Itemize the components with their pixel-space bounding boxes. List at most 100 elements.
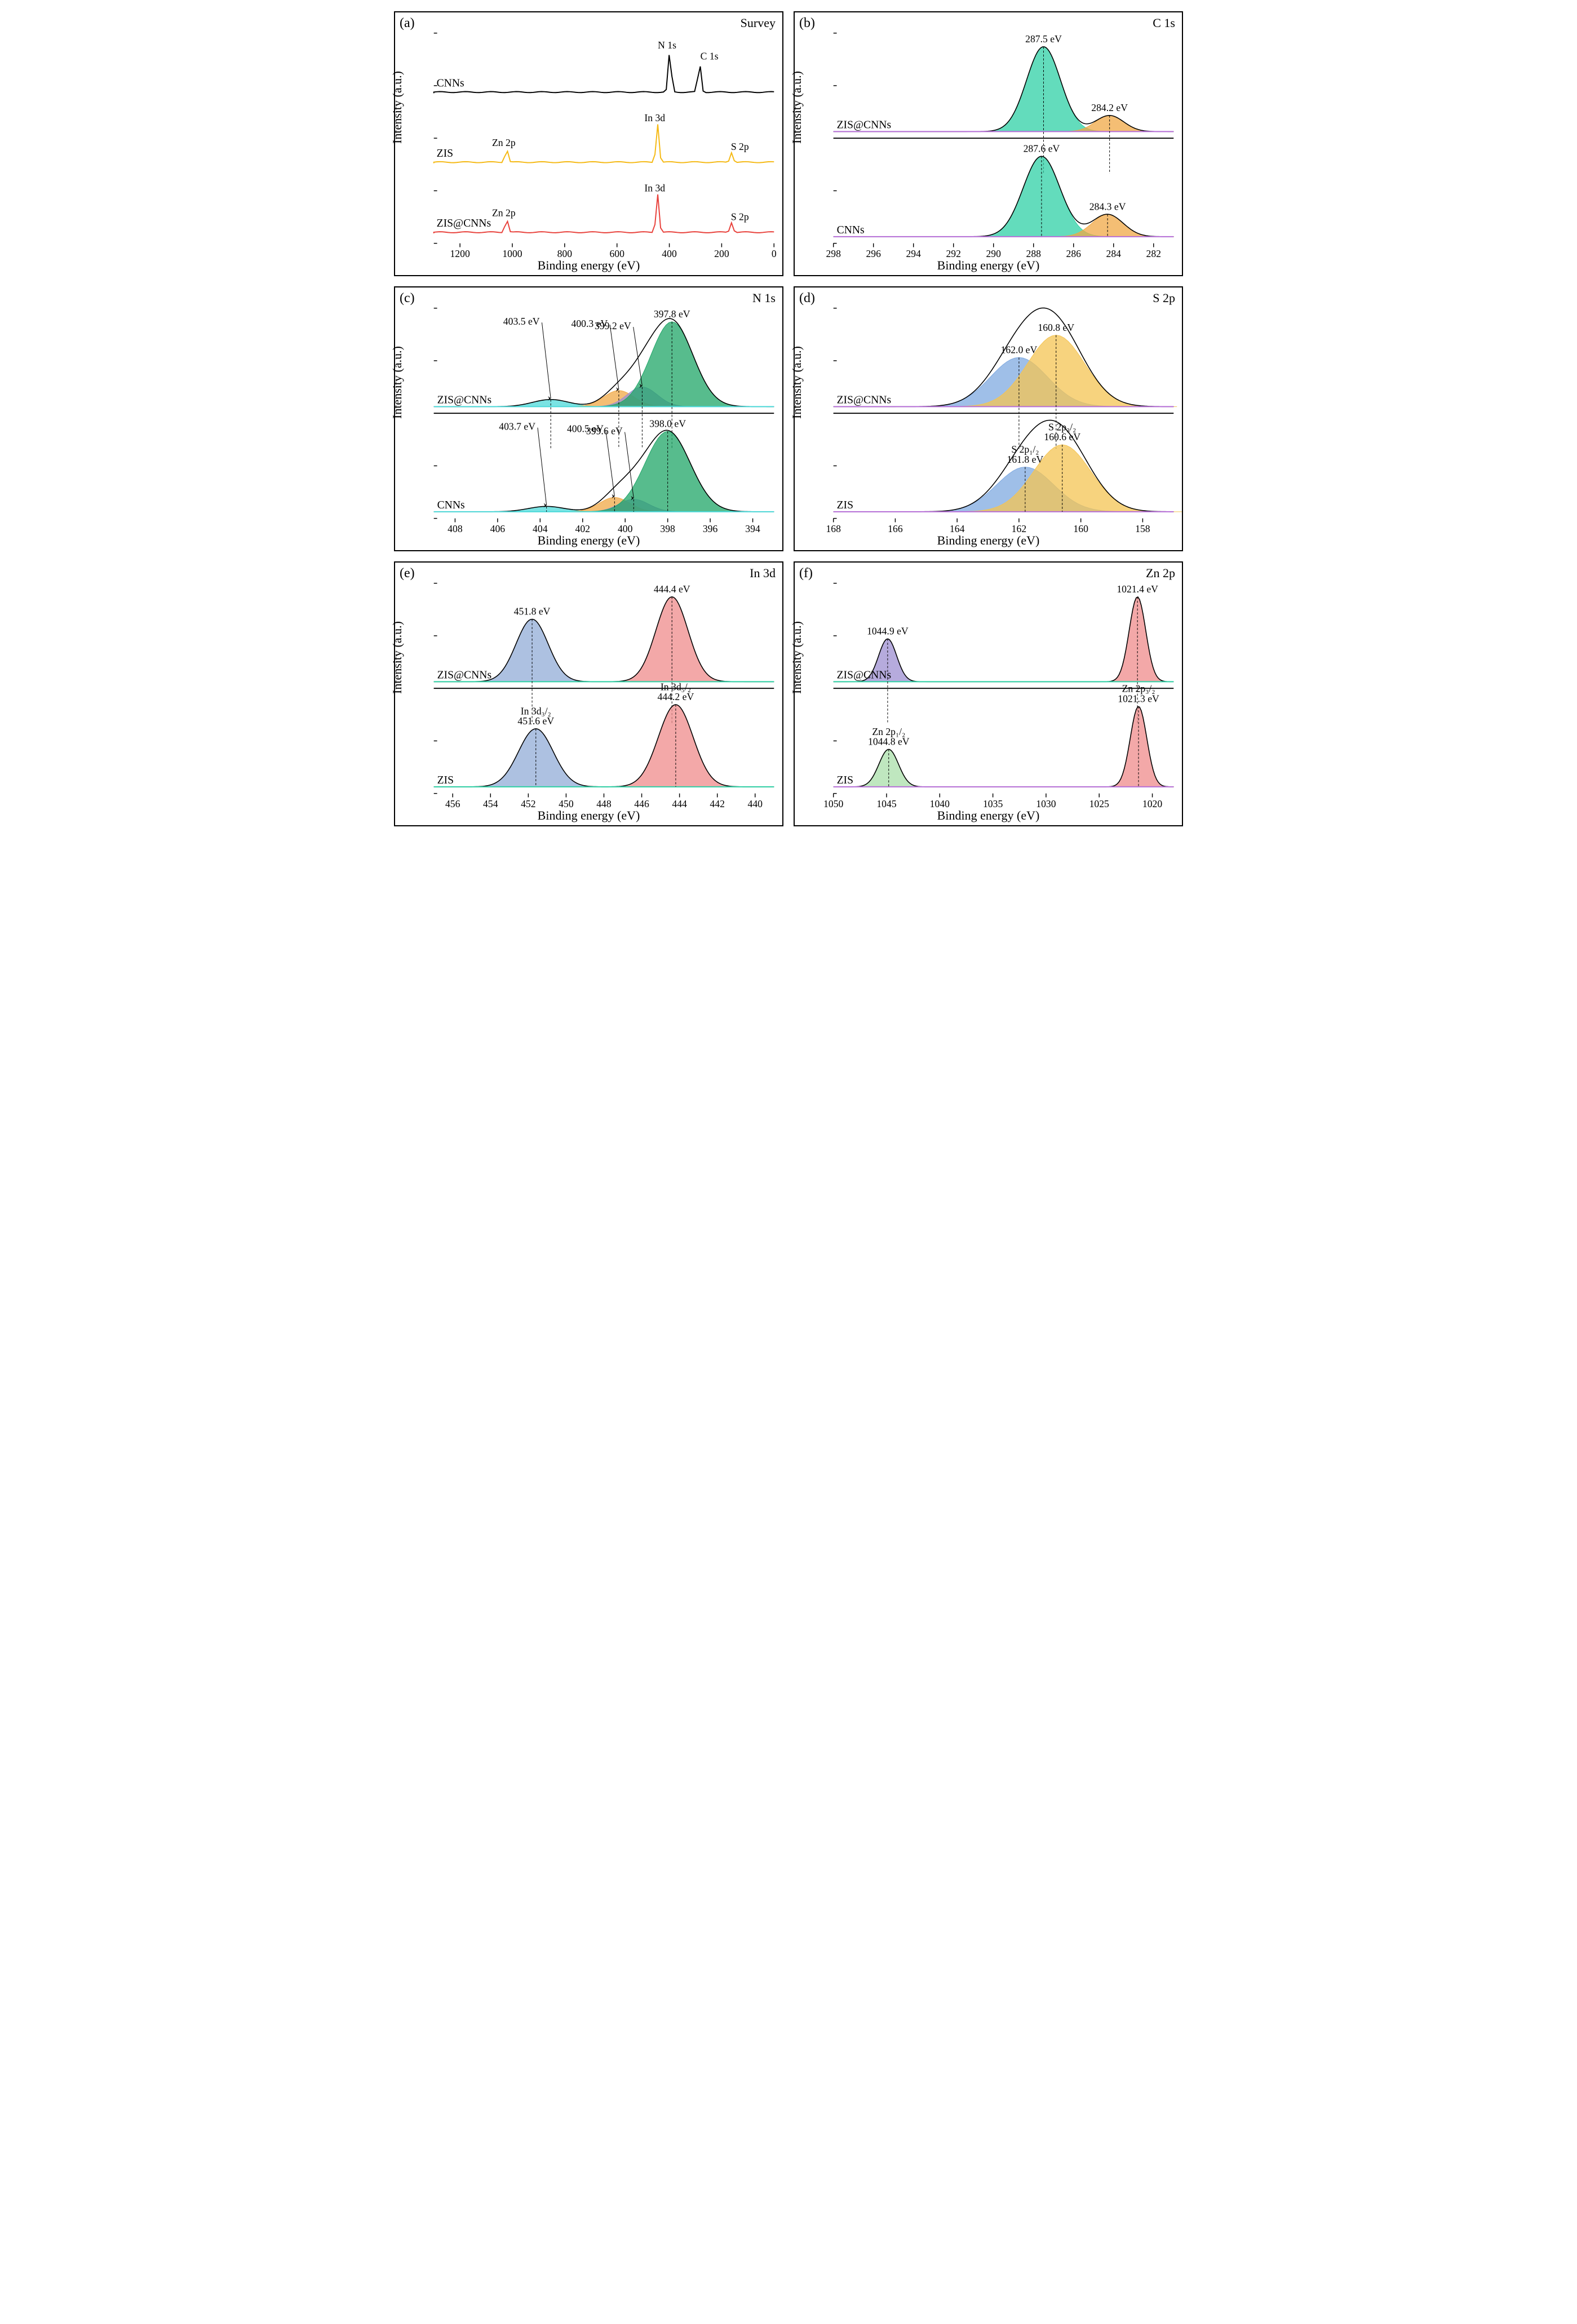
svg-text:452: 452	[521, 798, 535, 809]
svg-text:399.6 eV: 399.6 eV	[586, 425, 623, 436]
in3d-plot-svg: 456454452450448446444442440ZIS@CNNs451.8…	[395, 563, 782, 825]
svg-text:ZIS: ZIS	[837, 774, 853, 786]
svg-text:160: 160	[1073, 523, 1088, 534]
panel-title: C 1s	[1153, 16, 1175, 30]
svg-text:456: 456	[445, 798, 460, 809]
svg-text:ZIS@CNNs: ZIS@CNNs	[437, 670, 492, 681]
xps-figure-grid: (a) Survey Intensity (a.u.) Binding ener…	[394, 11, 1183, 826]
panel-title: N 1s	[752, 291, 776, 306]
svg-text:282: 282	[1146, 248, 1161, 259]
y-axis-label: Intensity (a.u.)	[790, 71, 804, 144]
svg-text:287.5 eV: 287.5 eV	[1025, 33, 1062, 45]
svg-text:200: 200	[714, 248, 729, 259]
svg-text:ZIS@CNNs: ZIS@CNNs	[437, 218, 491, 229]
svg-text:CNNs: CNNs	[437, 499, 465, 511]
svg-text:Zn 2p: Zn 2p	[492, 137, 516, 148]
x-axis-label: Binding energy (eV)	[538, 533, 640, 548]
svg-text:1044.8 eV: 1044.8 eV	[868, 736, 910, 747]
svg-text:286: 286	[1066, 248, 1082, 259]
svg-text:1000: 1000	[502, 248, 522, 259]
svg-text:403.7 eV: 403.7 eV	[499, 421, 535, 432]
panel-tag: (d)	[799, 291, 815, 306]
svg-text:N 1s: N 1s	[658, 39, 676, 51]
svg-text:451.8 eV: 451.8 eV	[514, 606, 551, 617]
svg-text:444: 444	[672, 798, 687, 809]
svg-text:161.8 eV: 161.8 eV	[1007, 454, 1044, 465]
panel-e-in3d: (e) In 3d Intensity (a.u.) Binding energ…	[394, 561, 783, 826]
svg-text:399.2 eV: 399.2 eV	[595, 320, 631, 331]
svg-text:Zn 2p: Zn 2p	[492, 207, 516, 219]
svg-text:C 1s: C 1s	[701, 50, 719, 61]
x-axis-label: Binding energy (eV)	[937, 808, 1040, 823]
y-axis-label: Intensity (a.u.)	[790, 346, 804, 419]
x-axis-label: Binding energy (eV)	[538, 808, 640, 823]
svg-text:1025: 1025	[1089, 798, 1109, 809]
svg-text:1021.3 eV: 1021.3 eV	[1118, 693, 1159, 704]
svg-text:166: 166	[888, 523, 903, 534]
svg-text:287.6 eV: 287.6 eV	[1024, 143, 1060, 154]
svg-text:400: 400	[662, 248, 677, 259]
panel-title: Survey	[741, 16, 776, 30]
svg-text:0: 0	[772, 248, 777, 259]
svg-text:1200: 1200	[450, 248, 469, 259]
survey-plot-svg: 120010008006004002000CNNsN 1sC 1sZISIn 3…	[395, 12, 782, 275]
svg-text:398: 398	[660, 523, 675, 534]
panel-a-survey: (a) Survey Intensity (a.u.) Binding ener…	[394, 11, 783, 276]
svg-text:1050: 1050	[823, 798, 843, 809]
panel-f-zn2p: (f) Zn 2p Intensity (a.u.) Binding energ…	[794, 561, 1183, 826]
svg-text:162.0 eV: 162.0 eV	[1001, 344, 1038, 355]
svg-text:440: 440	[748, 798, 763, 809]
svg-text:296: 296	[866, 248, 881, 259]
svg-text:ZIS: ZIS	[837, 499, 853, 511]
panel-tag: (f)	[799, 566, 813, 581]
svg-text:396: 396	[703, 523, 718, 534]
svg-text:ZIS@CNNs: ZIS@CNNs	[837, 395, 892, 406]
svg-text:403.5 eV: 403.5 eV	[503, 316, 540, 327]
svg-text:In 3d: In 3d	[644, 182, 665, 193]
panel-tag: (b)	[799, 16, 815, 31]
y-axis-label: Intensity (a.u.)	[390, 621, 405, 694]
panel-tag: (c)	[400, 291, 415, 306]
svg-text:ZIS@CNNs: ZIS@CNNs	[837, 119, 892, 131]
panel-d-s2p: (d) S 2p Intensity (a.u.) Binding energy…	[794, 286, 1183, 551]
svg-text:ZIS@CNNs: ZIS@CNNs	[437, 395, 492, 406]
svg-text:1044.9 eV: 1044.9 eV	[867, 625, 909, 636]
panel-title: In 3d	[750, 566, 776, 581]
panel-b-c1s: (b) C 1s Intensity (a.u.) Binding energy…	[794, 11, 1183, 276]
svg-text:S 2p: S 2p	[731, 211, 749, 222]
zn2p-plot-svg: 1050104510401035103010251020ZIS@CNNs1044…	[795, 563, 1182, 825]
svg-text:CNNs: CNNs	[437, 78, 464, 90]
n1s-plot-svg: 408406404402400398396394ZIS@CNNs403.5 eV…	[395, 287, 782, 550]
svg-text:ZIS: ZIS	[437, 774, 454, 786]
svg-text:168: 168	[826, 523, 841, 534]
svg-text:S 2p: S 2p	[731, 141, 749, 152]
svg-text:294: 294	[906, 248, 921, 259]
svg-text:444.4 eV: 444.4 eV	[654, 583, 690, 595]
svg-text:160.8 eV: 160.8 eV	[1038, 322, 1074, 333]
panel-tag: (a)	[400, 16, 415, 31]
svg-text:1020: 1020	[1142, 798, 1162, 809]
svg-text:451.6 eV: 451.6 eV	[517, 715, 554, 727]
svg-text:284.3 eV: 284.3 eV	[1089, 201, 1126, 212]
y-axis-label: Intensity (a.u.)	[390, 71, 405, 144]
svg-text:ZIS: ZIS	[437, 148, 453, 160]
svg-text:454: 454	[483, 798, 498, 809]
svg-text:In 3d: In 3d	[644, 112, 665, 123]
svg-text:160.6 eV: 160.6 eV	[1044, 431, 1080, 442]
svg-text:284.2 eV: 284.2 eV	[1091, 102, 1128, 113]
svg-text:394: 394	[745, 523, 760, 534]
svg-text:444.2 eV: 444.2 eV	[658, 691, 694, 702]
x-axis-label: Binding energy (eV)	[538, 258, 640, 273]
svg-text:ZIS@CNNs: ZIS@CNNs	[837, 670, 892, 681]
panel-title: Zn 2p	[1146, 566, 1175, 581]
svg-text:406: 406	[490, 523, 506, 534]
svg-text:158: 158	[1135, 523, 1150, 534]
svg-text:1021.4 eV: 1021.4 eV	[1117, 583, 1158, 595]
svg-text:397.8 eV: 397.8 eV	[654, 308, 690, 320]
x-axis-label: Binding energy (eV)	[937, 533, 1040, 548]
svg-text:398.0 eV: 398.0 eV	[649, 418, 686, 429]
panel-c-n1s: (c) N 1s Intensity (a.u.) Binding energy…	[394, 286, 783, 551]
y-axis-label: Intensity (a.u.)	[390, 346, 405, 419]
svg-text:442: 442	[710, 798, 724, 809]
svg-text:CNNs: CNNs	[837, 224, 865, 236]
